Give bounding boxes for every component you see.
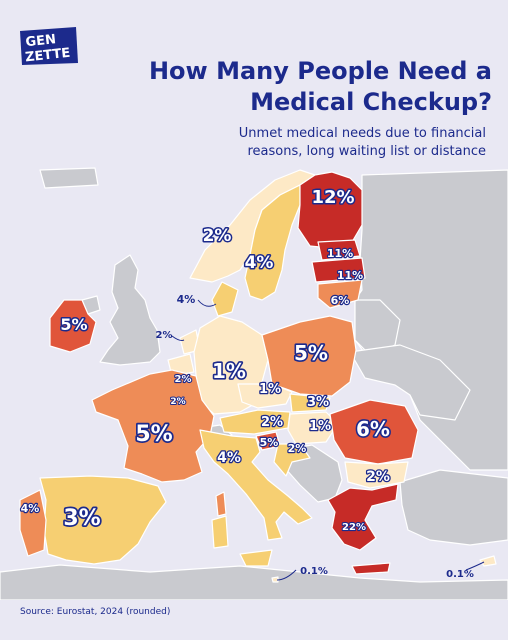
- label-france: 5%: [135, 422, 172, 447]
- sicily-shape: [239, 549, 273, 567]
- label-italy: 4%: [217, 450, 241, 466]
- north-africa-land: [0, 564, 508, 600]
- outside-labels: 4% 2% 0.1% 0.1%: [156, 293, 474, 580]
- label-hungary: 1%: [309, 419, 331, 434]
- croatia-shape: [273, 443, 311, 477]
- page-subtitle: Unmet medical needs due to financial rea…: [186, 125, 486, 161]
- netherlands-leader-line: [171, 335, 185, 341]
- leader-lines: [171, 299, 485, 581]
- label-slovakia: 3%: [307, 395, 329, 410]
- map-shapes: [0, 167, 508, 600]
- genzette-logo: GEN ZETTE: [20, 27, 78, 66]
- map-labels: 12% 11% 11% 6% 2% 4% 5% 1% 5% 1% 3% 2% 1…: [19, 186, 391, 535]
- title-line-1: How Many People Need a: [148, 57, 492, 85]
- cyprus-shape: [479, 555, 497, 567]
- ireland-shape: [49, 299, 97, 353]
- ukraine-moldova-land: [349, 344, 471, 421]
- france-shape: [91, 369, 215, 483]
- malta-leader-line: [276, 569, 297, 581]
- label-bulgaria: 2%: [366, 469, 390, 485]
- malta-shape: [271, 576, 279, 583]
- slovakia-shape: [289, 393, 331, 413]
- label-ireland: 5%: [60, 315, 87, 334]
- label-portugal: 4%: [21, 502, 40, 515]
- estonia-shape: [317, 239, 361, 261]
- corsica-shape: [215, 491, 227, 517]
- label-slovenia: 5%: [260, 436, 279, 449]
- label-luxembourg: 2%: [170, 397, 185, 407]
- label-cyprus: 0.1%: [446, 569, 474, 580]
- poland-shape: [261, 315, 357, 397]
- label-belgium: 2%: [175, 374, 192, 385]
- label-greece: 22%: [342, 522, 366, 533]
- label-norway: 2%: [203, 226, 232, 246]
- latvia-shape: [311, 257, 366, 283]
- label-malta: 0.1%: [300, 566, 328, 577]
- romania-shape: [329, 399, 419, 465]
- label-denmark: 4%: [177, 293, 196, 306]
- bulgaria-shape: [344, 461, 409, 489]
- label-czechia: 1%: [259, 382, 281, 397]
- sardinia-shape: [211, 515, 229, 549]
- sweden-shape: [244, 184, 301, 301]
- label-netherlands: 2%: [156, 330, 173, 341]
- denmark-leader-line: [197, 299, 217, 307]
- finland-shape: [297, 171, 363, 249]
- logo-text-line2: ZETTE: [24, 46, 71, 66]
- title-line-2: Medical Checkup?: [250, 88, 492, 116]
- greece-shape: [327, 483, 399, 551]
- portugal-shape: [19, 489, 47, 557]
- italy-shape: [199, 429, 313, 541]
- iceland-land: [39, 167, 99, 189]
- subtitle-line-1: Unmet medical needs due to financial: [238, 126, 486, 141]
- label-romania: 6%: [356, 417, 390, 441]
- cyprus-leader-line: [465, 561, 485, 571]
- label-latvia: 11%: [337, 269, 363, 282]
- label-finland: 12%: [311, 187, 354, 208]
- czechia-shape: [237, 383, 293, 409]
- great-britain-land: [99, 254, 161, 366]
- label-austria: 2%: [261, 415, 283, 430]
- lithuania-shape: [317, 279, 363, 309]
- spain-shape: [39, 475, 167, 565]
- denmark-shape: [211, 281, 239, 317]
- label-croatia: 2%: [288, 442, 307, 455]
- turkey-land: [399, 469, 508, 546]
- logo-badge: [20, 27, 78, 65]
- label-lithuania: 6%: [331, 294, 350, 307]
- subtitle-line-2: reasons, long waiting list or distance: [247, 144, 486, 159]
- europe-map: 12% 11% 11% 6% 2% 4% 5% 1% 5% 1% 3% 2% 1…: [0, 167, 508, 600]
- hungary-shape: [287, 411, 339, 445]
- label-poland: 5%: [294, 341, 328, 365]
- logo-text-line1: GEN: [25, 32, 57, 50]
- page-title: How Many People Need a Medical Checkup?: [112, 56, 492, 118]
- label-estonia: 11%: [327, 247, 353, 260]
- crete-shape: [351, 562, 391, 575]
- label-sweden: 4%: [245, 253, 274, 273]
- label-germany: 1%: [212, 359, 246, 383]
- label-spain: 3%: [63, 506, 100, 531]
- source-note: Source: Eurostat, 2024 (rounded): [20, 607, 171, 617]
